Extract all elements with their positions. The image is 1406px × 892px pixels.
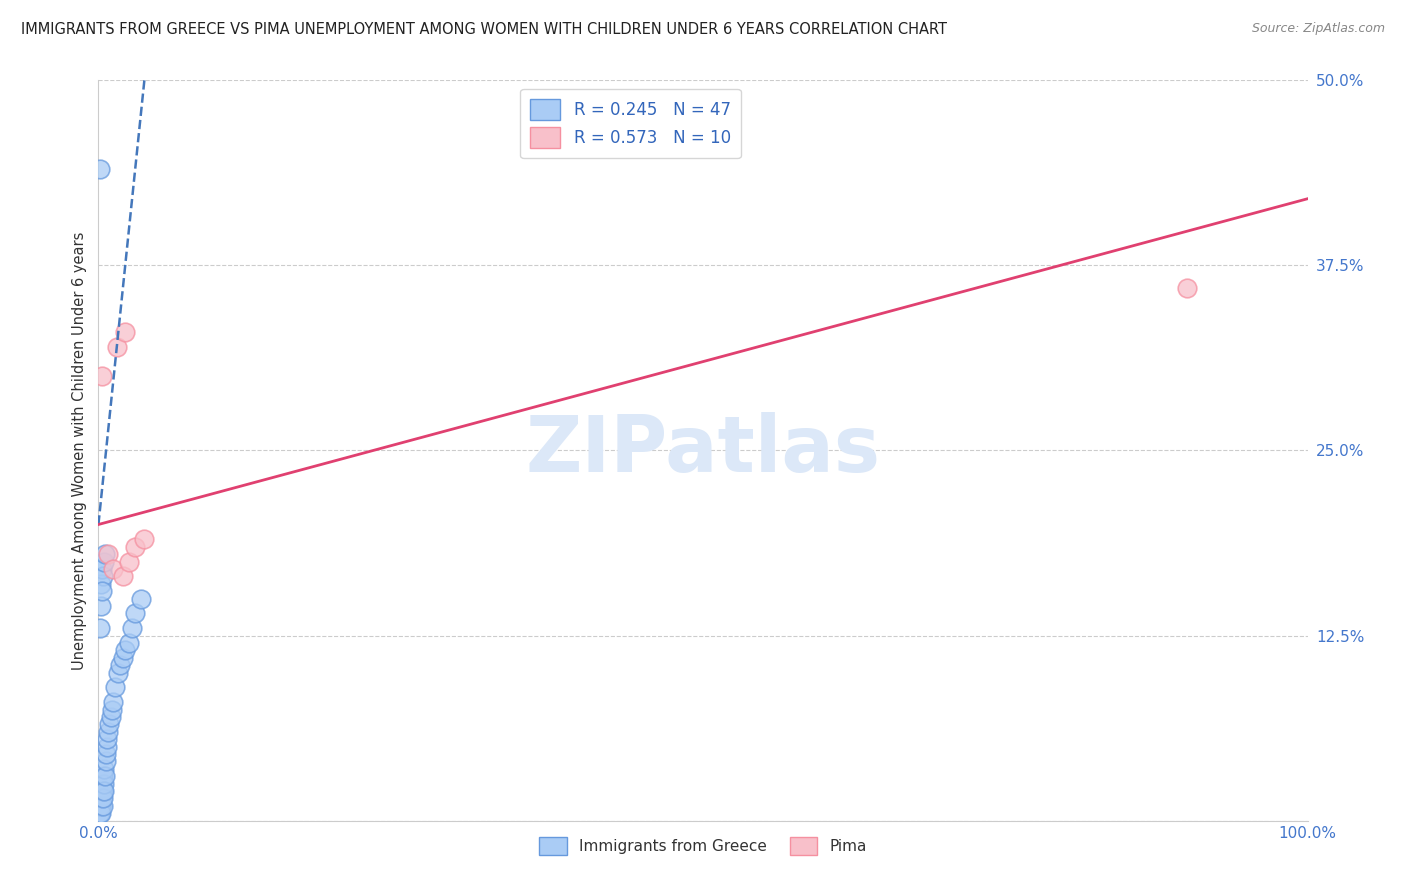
Point xyxy=(100,703,122,717)
Point xyxy=(91,369,114,384)
Point xyxy=(90,784,112,798)
Point xyxy=(89,798,111,813)
Point xyxy=(89,806,111,821)
Legend: Immigrants from Greece, Pima: Immigrants from Greece, Pima xyxy=(533,831,873,861)
Point xyxy=(91,784,114,798)
Point xyxy=(91,584,114,599)
Point xyxy=(100,710,122,724)
Point xyxy=(90,798,112,813)
Point xyxy=(91,776,114,791)
Point xyxy=(94,547,117,561)
Point xyxy=(114,643,136,657)
Point xyxy=(93,784,115,798)
Text: ZIPatlas: ZIPatlas xyxy=(526,412,880,489)
Point xyxy=(129,591,152,606)
Point xyxy=(118,636,141,650)
Point xyxy=(121,621,143,635)
Point xyxy=(93,762,115,776)
Point xyxy=(97,547,120,561)
Point xyxy=(107,665,129,680)
Point xyxy=(90,798,112,813)
Point xyxy=(111,569,134,583)
Point xyxy=(91,769,114,783)
Point xyxy=(114,325,136,339)
Point xyxy=(87,784,110,798)
Point xyxy=(93,791,115,805)
Point xyxy=(108,658,131,673)
Point xyxy=(91,569,114,583)
Point xyxy=(91,562,114,576)
Point xyxy=(91,798,114,813)
Point xyxy=(104,681,127,695)
Point xyxy=(124,540,146,554)
Y-axis label: Unemployment Among Women with Children Under 6 years: Unemployment Among Women with Children U… xyxy=(72,231,87,670)
Point xyxy=(89,621,111,635)
Point xyxy=(118,555,141,569)
Point xyxy=(97,724,120,739)
Point xyxy=(89,806,111,821)
Point xyxy=(96,747,118,761)
Point xyxy=(91,791,114,805)
Point xyxy=(94,755,117,769)
Point xyxy=(96,739,118,754)
Point xyxy=(98,717,121,731)
Point xyxy=(96,732,118,747)
Point xyxy=(1175,280,1198,294)
Point xyxy=(90,599,112,613)
Point xyxy=(90,791,112,805)
Point xyxy=(105,340,128,354)
Point xyxy=(124,607,146,621)
Point xyxy=(101,562,124,576)
Point xyxy=(89,791,111,805)
Point xyxy=(89,162,111,177)
Point xyxy=(90,806,112,821)
Point xyxy=(94,769,117,783)
Point xyxy=(101,695,124,709)
Point xyxy=(93,555,115,569)
Point xyxy=(90,576,112,591)
Point xyxy=(111,650,134,665)
Text: Source: ZipAtlas.com: Source: ZipAtlas.com xyxy=(1251,22,1385,36)
Point xyxy=(93,776,115,791)
Text: IMMIGRANTS FROM GREECE VS PIMA UNEMPLOYMENT AMONG WOMEN WITH CHILDREN UNDER 6 YE: IMMIGRANTS FROM GREECE VS PIMA UNEMPLOYM… xyxy=(21,22,948,37)
Point xyxy=(134,533,156,547)
